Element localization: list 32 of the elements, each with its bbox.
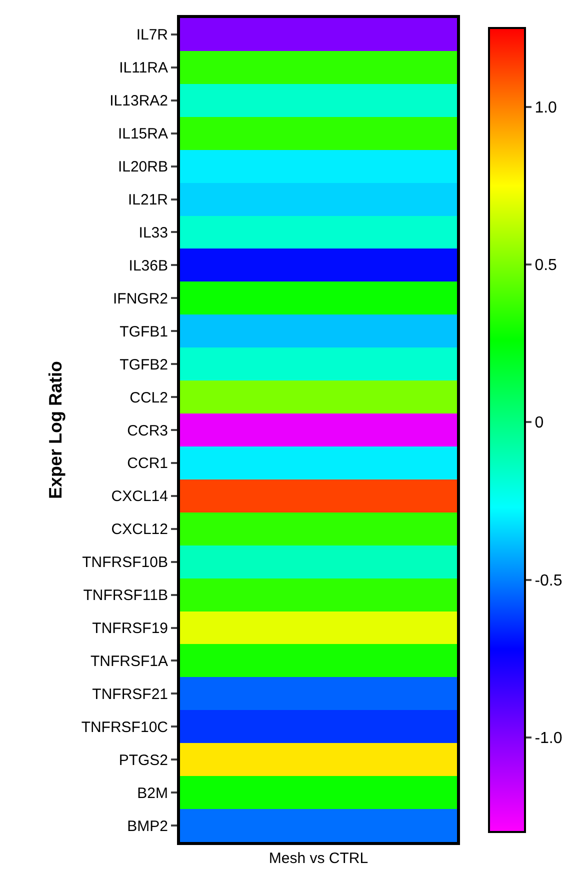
y-tick-label: IL33 <box>138 224 168 242</box>
y-tick-label: TNFRSF19 <box>92 620 168 638</box>
y-tick-label: TNFRSF21 <box>92 686 168 703</box>
y-tick-label: TNFRSF11B <box>83 587 168 604</box>
y-tick-label: CCL2 <box>130 389 168 406</box>
y-tick-label: IL21R <box>128 192 168 209</box>
y-tick-label: IL20RB <box>118 158 168 176</box>
y-tick-label: CXCL12 <box>111 521 168 538</box>
y-tick-label: IL13RA2 <box>110 92 168 110</box>
color-bar-label: 1.0 <box>534 99 558 116</box>
y-axis-title: Exper Log Ratio <box>46 360 66 500</box>
y-tick-label: CXCL14 <box>111 488 168 506</box>
color-bar-label: -0.5 <box>534 572 562 590</box>
y-tick-label: IL15RA <box>118 126 168 143</box>
y-tick-label: CCR3 <box>127 422 168 440</box>
y-tick-label: TGFB2 <box>120 356 168 374</box>
y-tick-label: TNFRSF10C <box>81 718 168 736</box>
y-tick-label: TGFB1 <box>120 323 168 340</box>
y-tick-label: PTGS2 <box>118 752 168 769</box>
y-tick-label: IFNGR2 <box>112 290 168 308</box>
color-bar-label: -1.0 <box>534 730 562 748</box>
y-tick-label: IL36B <box>128 257 168 274</box>
y-tick-label: IL11RA <box>119 60 168 77</box>
y-tick-label: B2M <box>137 784 168 802</box>
x-tick-label: Mesh vs CTRL <box>268 850 368 867</box>
y-tick-label: BMP2 <box>127 818 168 835</box>
y-tick-label: TNFRSF10B <box>82 554 168 572</box>
y-tick-label: TNFRSF1A <box>90 652 168 670</box>
color-bar-label: 0.5 <box>534 257 558 274</box>
y-tick-label: IL7R <box>136 26 168 44</box>
color-bar-label: 0 <box>534 414 544 432</box>
y-tick-label: CCR1 <box>127 455 168 472</box>
